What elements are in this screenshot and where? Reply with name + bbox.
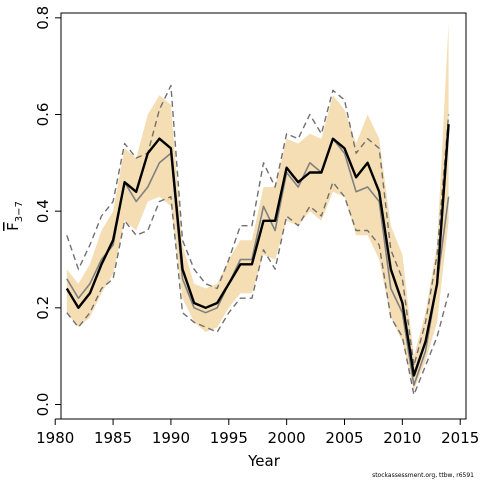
confidence-band bbox=[66, 22, 449, 390]
previous-ci-upper-line bbox=[66, 84, 450, 367]
series-lines-layer bbox=[65, 84, 450, 396]
y-tick-label: 0.2 bbox=[34, 296, 52, 320]
x-tick-label: 2005 bbox=[325, 429, 363, 447]
y-axis-title-subscript: 3−7 bbox=[14, 201, 25, 222]
current-estimate-line bbox=[65, 124, 450, 377]
confidence-band-layer bbox=[66, 22, 449, 390]
x-tick-label: 2015 bbox=[441, 429, 479, 447]
y-tick-label: 0.0 bbox=[34, 393, 52, 417]
y-tick-label: 0.6 bbox=[34, 103, 52, 127]
x-tick-label: 2010 bbox=[383, 429, 421, 447]
y-tick-label: 0.4 bbox=[34, 199, 52, 223]
x-tick-label: 1985 bbox=[94, 429, 132, 447]
y-axis-title-main: F bbox=[4, 222, 22, 231]
x-tick-label: 2000 bbox=[268, 429, 306, 447]
x-axis-title: Year bbox=[247, 452, 281, 470]
y-axis: 0.0 0.2 0.4 0.6 0.8 bbox=[34, 6, 62, 417]
svg-text:F3−7: F3−7 bbox=[4, 201, 25, 231]
x-tick-label: 1995 bbox=[210, 429, 248, 447]
x-tick-label: 1990 bbox=[152, 429, 190, 447]
previous-estimate-line bbox=[66, 137, 450, 387]
footer-annotation: stockassessment.org, ttbw, r6591 bbox=[372, 472, 474, 479]
y-tick-label: 0.8 bbox=[34, 6, 52, 30]
x-axis: 1980 1985 1990 1995 2000 2005 2010 2015 bbox=[36, 418, 479, 447]
x-tick-label: 1980 bbox=[36, 429, 74, 447]
y-axis-title: F3−7 bbox=[4, 201, 25, 231]
